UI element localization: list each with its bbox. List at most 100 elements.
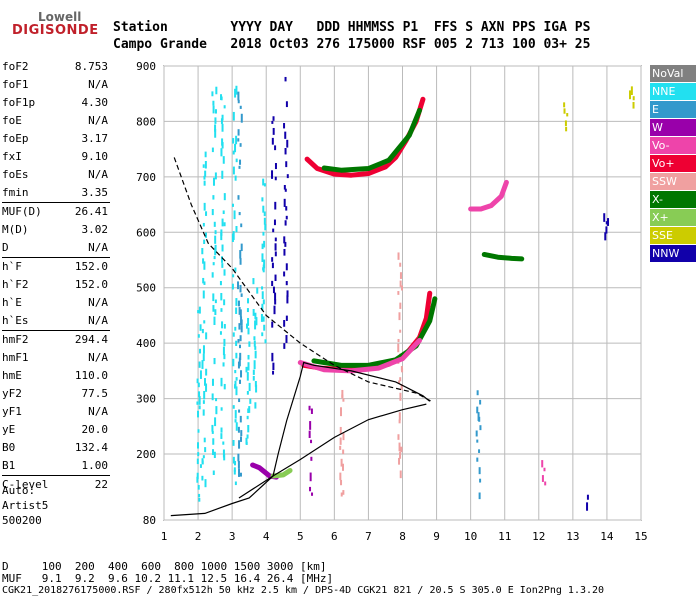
param-row: hmF2 294.4 [2,331,110,349]
param-name: yF2 [2,387,22,400]
echo-dot [215,86,218,95]
echo-dot [272,370,275,375]
echo-dot [204,160,207,169]
echo-dot [203,390,206,400]
echo-dot [284,220,287,226]
echo-dot [197,382,200,388]
footer-muf-row: MUF 9.1 9.2 9.6 10.2 11.1 12.5 16.4 26.4… [2,572,334,585]
echo-dot [202,290,205,299]
param-name: MUF(D) [2,205,42,218]
param-separator [2,475,110,476]
profile-curve [170,361,431,517]
echo-dot [252,375,255,381]
echo-dot [260,314,263,322]
echo-dot [214,235,217,244]
param-value: 152.0 [74,278,108,291]
echo-dot [476,439,479,443]
echo-dot [211,424,214,432]
echo-dot [197,484,200,490]
param-name: foF1 [2,78,29,91]
echo-dot [248,406,251,413]
echo-dot [253,336,256,341]
echo-dot [246,434,249,439]
echo-dot [283,198,286,207]
echo-dot [199,348,202,354]
echo-dot [283,123,286,129]
echo-dot [274,292,277,301]
echo-dot [240,316,243,326]
echo-dot [261,303,264,311]
echo-dot [199,464,202,468]
echo-dot [214,124,217,132]
param-row: yF1 N/A [2,403,110,421]
echo-trace [270,468,293,479]
echo-dot [238,211,241,216]
echo-dot [232,138,235,144]
echo-dot [399,377,402,382]
legend-entry-x-: X- [650,191,696,208]
echo-dot [340,479,343,486]
x-tick-label: 6 [331,530,338,543]
echo-dot [205,211,208,216]
echo-dot [285,161,288,168]
param-value: N/A [88,314,108,327]
polarization-legend: NoVal NNE E W Vo- Vo+ SSW X- X+ SSE NNW [650,65,696,263]
echo-dot [235,340,238,346]
logo-text-top: Lowell [38,10,82,24]
echo-dot [232,111,235,121]
echo-dot [202,164,205,168]
param-value: 3.35 [81,186,109,199]
echo-dot [196,472,199,480]
echo-dot [197,452,200,457]
echo-dot [197,429,200,433]
echo-dot [340,458,343,467]
echo-dot [240,370,243,378]
echo-dot [233,469,236,475]
echo-dot [247,362,250,371]
echo-dot [221,114,224,121]
echo-dot [398,419,401,424]
echo-dot [237,460,240,469]
echo-dot [262,231,265,236]
echo-dot [197,410,200,418]
echo-dot [201,248,204,255]
echo-dot [222,362,225,367]
param-value: N/A [88,78,108,91]
echo-dot [234,419,237,423]
echo-dot [255,384,258,393]
echo-dot [198,396,201,405]
echo-dot [630,86,633,96]
echo-dot [247,317,250,326]
echo-dot [205,383,208,392]
echo-dot [211,91,214,97]
echo-dot [220,377,223,387]
echo-dot [220,232,223,241]
echo-dot [274,243,277,251]
echo-dot [202,455,205,459]
echo-dot [262,264,265,273]
echo-dot [603,213,606,222]
echo-dot [271,137,274,145]
echo-dot [254,350,257,359]
legend-entry-vo-: Vo+ [650,155,696,172]
echo-dot [400,366,403,371]
echo-dot [201,475,204,481]
echo-dot [223,354,226,360]
echo-dot [274,299,277,305]
echo-dot [198,405,201,410]
parameter-panel: foF2 8.753 foF1 N/A foF1p 4.30 foE N/A foEp 3.17 f… [2,58,110,494]
x-tick-label: 8 [399,530,406,543]
echo-dot [237,129,240,136]
echo-dot [252,278,255,285]
echo-dot [342,449,345,455]
echo-dot [399,272,402,279]
echo-dot [397,338,400,343]
param-value: 22 [94,478,108,491]
param-row: B0 132.4 [2,439,110,457]
echo-dot [339,407,342,417]
y-tick-label: 600 [136,226,156,239]
param-value: 110.0 [74,369,108,382]
echo-dot [564,120,567,127]
echo-dot [271,170,274,179]
echo-dot [220,94,223,101]
